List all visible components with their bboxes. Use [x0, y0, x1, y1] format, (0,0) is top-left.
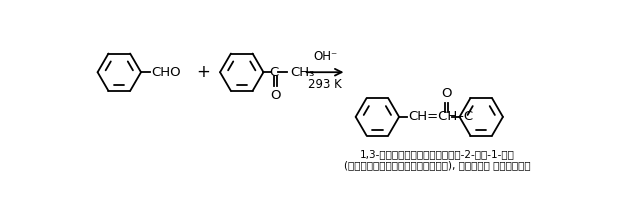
Text: 1,3-डाइफेनिलप्रोप-2-ईन-1-ओन: 1,3-डाइफेनिलप्रोप-2-ईन-1-ओन	[360, 149, 514, 159]
Text: C: C	[270, 66, 279, 79]
Text: CHO: CHO	[151, 66, 181, 79]
Text: +: +	[196, 63, 210, 81]
Text: (बेन्जलएसीटोफीनोन), मुख्य उत्पाद: (बेन्जलएसीटोफीनोन), मुख्य उत्पाद	[344, 160, 530, 170]
Text: CH₃: CH₃	[290, 66, 314, 79]
Text: 293 K: 293 K	[308, 78, 342, 91]
Text: O: O	[270, 89, 281, 102]
Text: CH=CH–C: CH=CH–C	[408, 110, 473, 123]
Text: OH⁻: OH⁻	[313, 50, 337, 63]
Text: O: O	[441, 87, 452, 100]
